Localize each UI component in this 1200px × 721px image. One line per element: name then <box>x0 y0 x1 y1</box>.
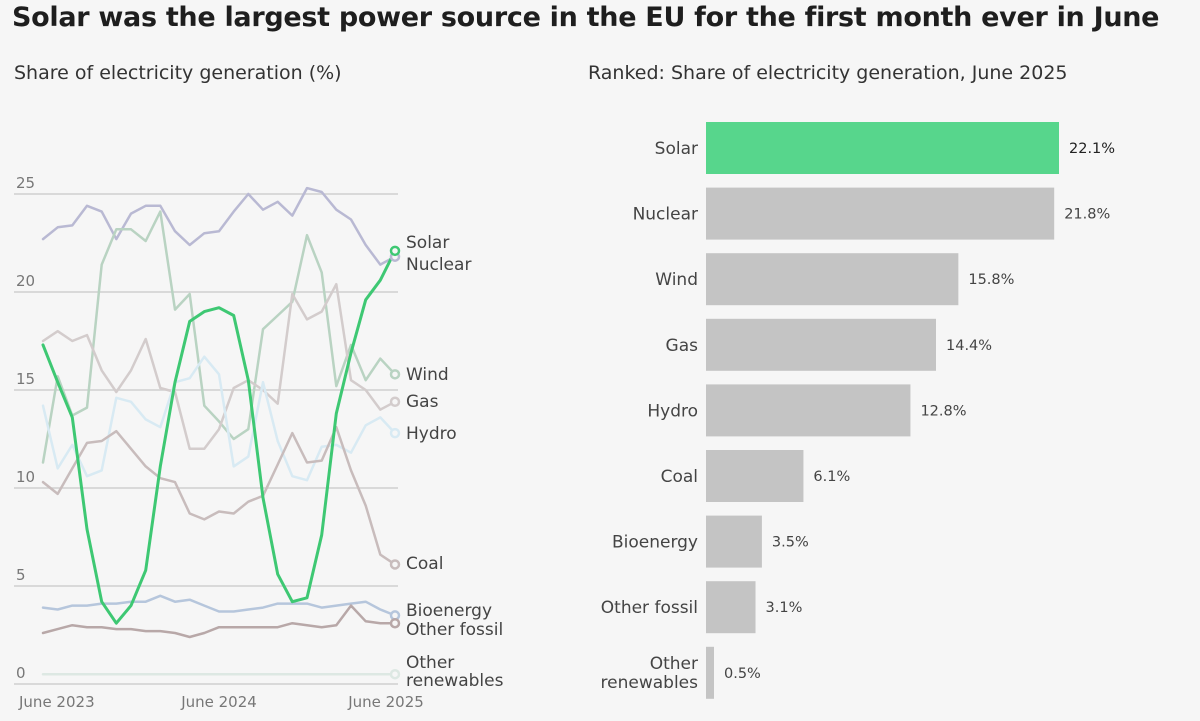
series-line-gas <box>41 282 397 451</box>
bar-value-label: 15.8% <box>968 272 1014 288</box>
bar-category-label: Hydro <box>647 401 698 421</box>
series-line-solar <box>41 249 397 625</box>
bar-category-label: Wind <box>655 270 698 290</box>
series-line-other-fossil <box>41 604 397 639</box>
bar-nuclear <box>706 187 1055 240</box>
line-chart-subtitle: Share of electricity generation (%) <box>14 62 342 84</box>
bar-value-label: 3.5% <box>772 535 809 551</box>
bar-category-label: Other fossil <box>601 598 698 618</box>
bar-other-renewables <box>706 646 714 699</box>
series-line-coal <box>41 425 397 566</box>
x-tick-label: June 2025 <box>347 693 424 711</box>
end-marker-wind <box>389 369 401 380</box>
end-marker-solar <box>389 245 401 257</box>
end-label-other-renewables: Other <box>406 653 454 673</box>
series-line-hydro <box>41 355 397 482</box>
end-label-bioenergy: Bioenergy <box>406 601 492 621</box>
bar-category-label: Nuclear <box>633 205 698 225</box>
x-tick-label: June 2024 <box>180 693 257 711</box>
end-label-coal: Coal <box>406 554 443 574</box>
end-label-gas: Gas <box>406 392 439 412</box>
y-tick-label: 0 <box>16 664 26 682</box>
y-tick-label: 15 <box>16 370 35 388</box>
bar-value-label: 0.5% <box>724 666 761 682</box>
y-tick-label: 20 <box>16 272 35 290</box>
bar-category-label: Solar <box>655 139 698 159</box>
bar-gas <box>706 318 937 371</box>
bar-chart-subtitle: Ranked: Share of electricity generation,… <box>588 62 1068 84</box>
end-label-wind: Wind <box>406 365 449 385</box>
y-tick-label: 25 <box>16 174 35 192</box>
bar-value-label: 21.8% <box>1064 207 1110 223</box>
y-tick-label: 5 <box>16 566 26 584</box>
bar-value-label: 6.1% <box>813 469 850 485</box>
end-marker-hydro <box>389 427 401 439</box>
bar-value-label: 12.8% <box>920 403 966 419</box>
bar-category-label: Other <box>650 654 698 674</box>
end-label-hydro: Hydro <box>406 424 457 444</box>
end-label-other-fossil: Other fossil <box>406 620 503 640</box>
y-tick-label: 10 <box>16 468 35 486</box>
x-tick-label: June 2023 <box>18 693 95 711</box>
end-marker-coal <box>389 559 401 570</box>
bar-category-label: Bioenergy <box>612 533 698 553</box>
bar-hydro <box>706 384 911 437</box>
bar-bioenergy <box>706 515 762 568</box>
bar-value-label: 3.1% <box>766 600 803 616</box>
end-label-other-renewables: renewables <box>406 671 504 691</box>
line-chart: 0 5 10 15 20 25 June 2023 June 2024 June 2025 Sol… <box>14 174 504 711</box>
chart-title: Solar was the largest power source in th… <box>12 2 1160 33</box>
bar-category-label: renewables <box>601 673 699 693</box>
end-label-solar: Solar <box>406 233 449 253</box>
end-marker-other-renewables <box>389 668 401 680</box>
bar-wind <box>706 253 959 306</box>
bar-category-label: Gas <box>666 336 699 356</box>
end-marker-gas <box>389 396 401 408</box>
bar-value-label: 14.4% <box>946 338 992 354</box>
bar-other-fossil <box>706 581 756 634</box>
series-line-wind <box>41 210 397 464</box>
bar-coal <box>706 450 804 502</box>
bar-value-label: 22.1% <box>1069 141 1115 157</box>
end-marker-other-fossil <box>389 617 401 629</box>
series-line-nuclear <box>41 186 397 266</box>
bar-category-label: Coal <box>661 467 698 487</box>
bar-solar <box>706 122 1059 174</box>
end-label-nuclear: Nuclear <box>406 255 471 275</box>
